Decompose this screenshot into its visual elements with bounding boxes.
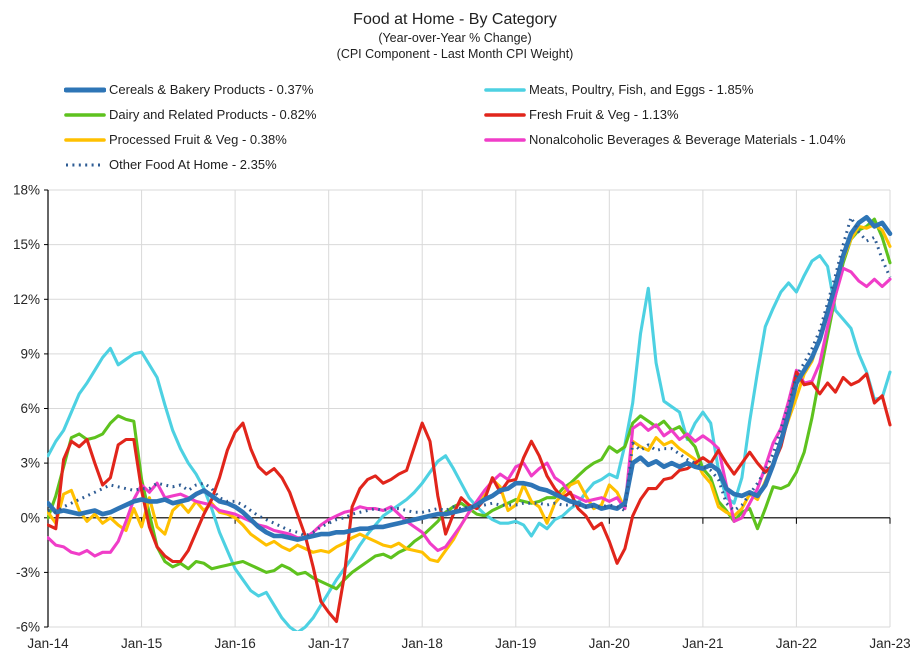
x-axis-tick-label: Jan-21: [682, 636, 723, 651]
x-axis-tick-label: Jan-23: [869, 636, 910, 651]
series-line-other-food-at-home: [47, 215, 892, 538]
y-axis-tick-label: 9%: [20, 346, 40, 361]
y-axis-tick-label: 3%: [20, 456, 40, 471]
series-line-fresh-fruit-veg: [47, 370, 892, 624]
x-axis-tick-label: Jan-16: [214, 636, 255, 651]
y-axis-tick-label: 15%: [13, 237, 40, 252]
chart-subtitle-1: (Year-over-Year % Change): [378, 31, 532, 45]
legend-item-nonalcoholic-beverages: Nonalcoholic Beverages & Beverage Materi…: [484, 127, 846, 152]
y-axis-tick-label: -6%: [16, 620, 40, 635]
legend-item-other-food-at-home: Other Food At Home - 2.35%: [64, 152, 316, 177]
y-axis-tick-label: 6%: [20, 401, 40, 416]
legend-left-column: Cereals & Bakery Products - 0.37% Dairy a…: [64, 77, 316, 177]
series-line-cereals-bakery: [47, 215, 893, 542]
legend-swatch-dairy: [64, 112, 106, 117]
chart-subtitle-2: (CPI Component - Last Month CPI Weight): [336, 47, 574, 61]
legend-label-meats-poultry-fish-eggs: Meats, Poultry, Fish, and Eggs - 1.85%: [529, 82, 754, 97]
legend-label-nonalcoholic-beverages: Nonalcoholic Beverages & Beverage Materi…: [529, 132, 846, 147]
y-axis-tick-label: 0%: [20, 510, 40, 525]
x-axis-tick-label: Jan-19: [495, 636, 536, 651]
y-axis-tick-label: 12%: [13, 292, 40, 307]
legend-swatch-fresh-fruit-veg: [484, 112, 526, 117]
legend-item-meats-poultry-fish-eggs: Meats, Poultry, Fish, and Eggs - 1.85%: [484, 77, 846, 102]
x-axis-tick-label: Jan-18: [402, 636, 443, 651]
legend-label-other-food-at-home: Other Food At Home - 2.35%: [109, 157, 277, 172]
legend-swatch-cereals-bakery: [64, 87, 106, 92]
y-axis-tick-label: -3%: [16, 565, 40, 580]
legend-item-cereals-bakery: Cereals & Bakery Products - 0.37%: [64, 77, 316, 102]
series-line-meats-poultry-fish-eggs: [47, 254, 892, 631]
x-axis-tick-label: Jan-17: [308, 636, 349, 651]
legend-swatch-processed-fruit-veg: [64, 137, 106, 142]
legend-swatch-meats-poultry-fish-eggs: [484, 87, 526, 92]
legend-label-cereals-bakery: Cereals & Bakery Products - 0.37%: [109, 82, 314, 97]
legend-swatch-nonalcoholic-beverages: [484, 137, 526, 142]
chart-header: Food at Home - By Category (Year-over-Ye…: [0, 10, 910, 62]
legend-right-column: Meats, Poultry, Fish, and Eggs - 1.85% Fr…: [484, 77, 846, 152]
x-axis-tick-label: Jan-14: [27, 636, 69, 651]
legend-label-fresh-fruit-veg: Fresh Fruit & Veg - 1.13%: [529, 107, 679, 122]
legend-item-processed-fruit-veg: Processed Fruit & Veg - 0.38%: [64, 127, 316, 152]
legend-label-processed-fruit-veg: Processed Fruit & Veg - 0.38%: [109, 132, 287, 147]
series-group: [47, 215, 893, 631]
chart-title: Food at Home - By Category: [353, 11, 557, 28]
legend-swatch-other-food-at-home: [66, 163, 104, 166]
series-line-dairy: [47, 217, 892, 591]
x-axis-tick-label: Jan-22: [776, 636, 817, 651]
x-axis-tick-label: Jan-15: [121, 636, 162, 651]
legend-item-dairy: Dairy and Related Products - 0.82%: [64, 102, 316, 127]
y-axis-tick-label: 18%: [13, 183, 40, 198]
legend-item-fresh-fruit-veg: Fresh Fruit & Veg - 1.13%: [484, 102, 846, 127]
legend-label-dairy: Dairy and Related Products - 0.82%: [109, 107, 317, 122]
x-axis-tick-label: Jan-20: [589, 636, 630, 651]
